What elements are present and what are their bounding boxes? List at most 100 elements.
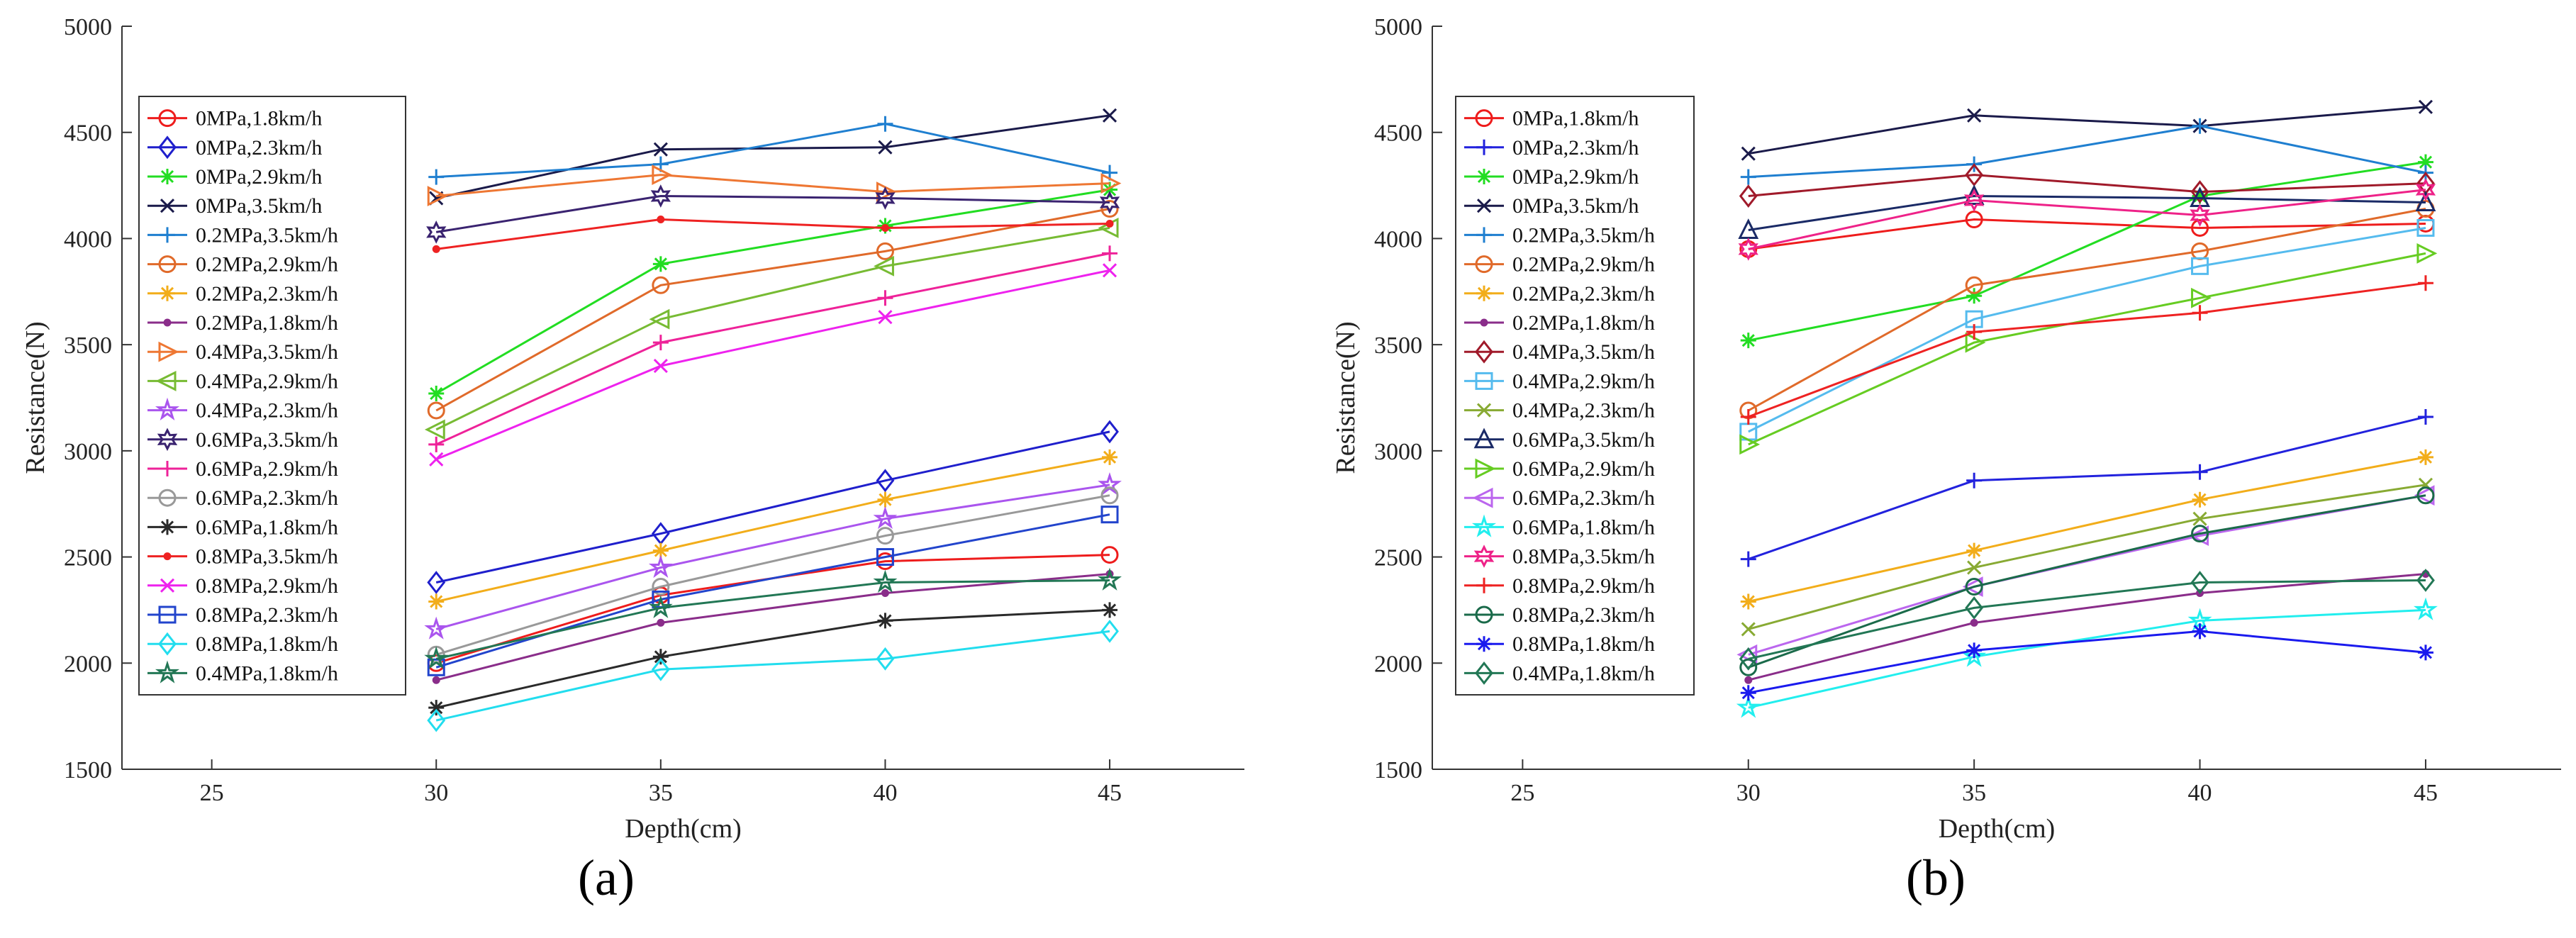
legend-label: 0.2MPa,1.8km/h: [1512, 311, 1655, 335]
series-0.4MPa,1.8km/h: [1739, 569, 2435, 671]
legend-marker: [155, 660, 180, 683]
series-0.2MPa,3.5km/h: [1740, 118, 2433, 185]
legend-label: 0.2MPa,3.5km/h: [1512, 223, 1655, 247]
series-0.6MPa,2.3km/h: [427, 486, 1119, 664]
data-point: [427, 571, 446, 594]
legend-label: 0.2MPa,2.9km/h: [196, 253, 338, 277]
data-point: [1102, 245, 1118, 262]
legend-entry: 0.4MPa,2.3km/h: [1464, 399, 1655, 423]
data-point: [2417, 408, 2433, 425]
data-point: [1967, 560, 1982, 575]
series-0.8MPa,2.9km/h: [429, 263, 1117, 467]
legend-entry: 0.4MPa,2.9km/h: [1464, 369, 1655, 393]
series-line: [1748, 218, 2426, 250]
data-point: [1100, 506, 1119, 524]
legend-label: 0.4MPa,2.3km/h: [1512, 399, 1655, 423]
data-point: [428, 386, 445, 402]
data-point: [1967, 108, 1982, 123]
data-point: [1100, 486, 1119, 505]
legend-label: 0.8MPa,2.3km/h: [1512, 603, 1655, 627]
legend-label: 0MPa,1.8km/h: [196, 107, 322, 130]
data-point: [2418, 99, 2433, 114]
legend-marker: [160, 199, 175, 213]
chart-panel-a: 1500 2000 2500 3000 3500 4000 4500 5000 25 30 35 40…: [21, 14, 1244, 906]
legend-label: 0.4MPa,2.9km/h: [1512, 369, 1655, 393]
data-point: [428, 593, 445, 610]
legend-label: 0.6MPa,2.9km/h: [1512, 457, 1655, 481]
data-point: [1736, 695, 1761, 718]
data-point: [2191, 287, 2212, 308]
legend-label: 0.8MPa,3.5km/h: [1512, 545, 1655, 569]
legend-marker: [1476, 169, 1492, 184]
data-point: [428, 169, 445, 185]
series-line: [1748, 161, 2426, 342]
data-point: [652, 649, 669, 665]
data-point: [1100, 546, 1119, 564]
data-point: [2417, 449, 2433, 465]
legend-entry: 0MPa,2.9km/h: [147, 165, 322, 189]
legend-label: 0.2MPa,2.9km/h: [1512, 253, 1655, 277]
x-tick-label: 25: [1510, 780, 1534, 806]
y-tick-label: 3000: [64, 439, 112, 465]
data-point: [428, 436, 445, 452]
series-0.6MPa,3.5km/h: [426, 184, 1120, 244]
data-point: [876, 469, 895, 493]
series-0.2MPa,2.9km/h: [427, 200, 1119, 420]
data-point: [1100, 200, 1119, 218]
y-tick-label: 4500: [64, 121, 112, 147]
legend-label: 0.6MPa,1.8km/h: [1512, 515, 1655, 539]
legend-marker: [163, 318, 172, 327]
legend-marker: [1476, 139, 1492, 155]
y-axis-title: Resistance(N): [1331, 321, 1361, 474]
legend-entry: 0.8MPa,3.5km/h: [1464, 545, 1655, 569]
data-point: [428, 700, 445, 716]
data-point: [2192, 118, 2208, 134]
chart-panel-b: 1500 2000 2500 3000 3500 4000 4500 5000 25 30 35 40…: [1331, 14, 2561, 906]
legend-marker: [1480, 318, 1488, 327]
data-point: [2416, 569, 2435, 592]
data-point: [651, 657, 670, 681]
data-point: [1739, 647, 1758, 671]
y-tick-label: 5000: [64, 14, 112, 40]
data-point: [878, 310, 893, 325]
series-0.6MPa,1.8km/h: [1736, 597, 2438, 718]
data-point: [1966, 288, 1983, 304]
legend-label: 0.4MPa,1.8km/h: [1512, 661, 1655, 685]
series-line: [435, 269, 1110, 461]
legend-marker: [160, 169, 175, 184]
data-point: [1102, 449, 1118, 465]
legend-marker: [160, 519, 175, 535]
data-point: [427, 186, 448, 206]
legend-entry: 0.6MPa,2.9km/h: [147, 457, 338, 481]
legend-label: 0.4MPa,2.9km/h: [196, 369, 338, 393]
y-tick-label: 3500: [64, 333, 112, 359]
data-point: [653, 359, 668, 374]
series-line: [1748, 125, 2426, 179]
legend-label: 0.6MPa,2.9km/h: [196, 457, 338, 481]
data-point: [1102, 182, 1118, 198]
data-point: [652, 276, 670, 294]
data-point: [881, 588, 889, 597]
legend-marker: [1471, 514, 1497, 537]
legend-entry: 0.8MPa,2.3km/h: [147, 603, 338, 627]
legend-marker: [1476, 199, 1492, 213]
data-point: [1966, 542, 1983, 559]
data-point: [873, 569, 898, 593]
series-line: [435, 630, 1110, 722]
legend-marker: [1475, 255, 1493, 274]
legend-marker: [157, 428, 178, 452]
panel-caption: (a): [578, 849, 635, 906]
legend-marker: [1476, 636, 1492, 652]
legend-label: 0MPa,3.5km/h: [1512, 194, 1639, 218]
legend-marker: [1476, 403, 1492, 418]
legend-entry: 0.2MPa,3.5km/h: [147, 223, 338, 247]
data-point: [1740, 169, 1756, 185]
legend-label: 0.4MPa,2.3km/h: [196, 399, 338, 423]
legend-label: 0MPa,3.5km/h: [196, 194, 322, 218]
series-line: [435, 227, 1110, 431]
data-point: [877, 613, 893, 629]
y-tick-label: 5000: [1374, 14, 1422, 40]
data-point: [1105, 219, 1114, 228]
data-point: [657, 215, 665, 223]
legend-entry: 0.6MPa,1.8km/h: [147, 515, 338, 539]
